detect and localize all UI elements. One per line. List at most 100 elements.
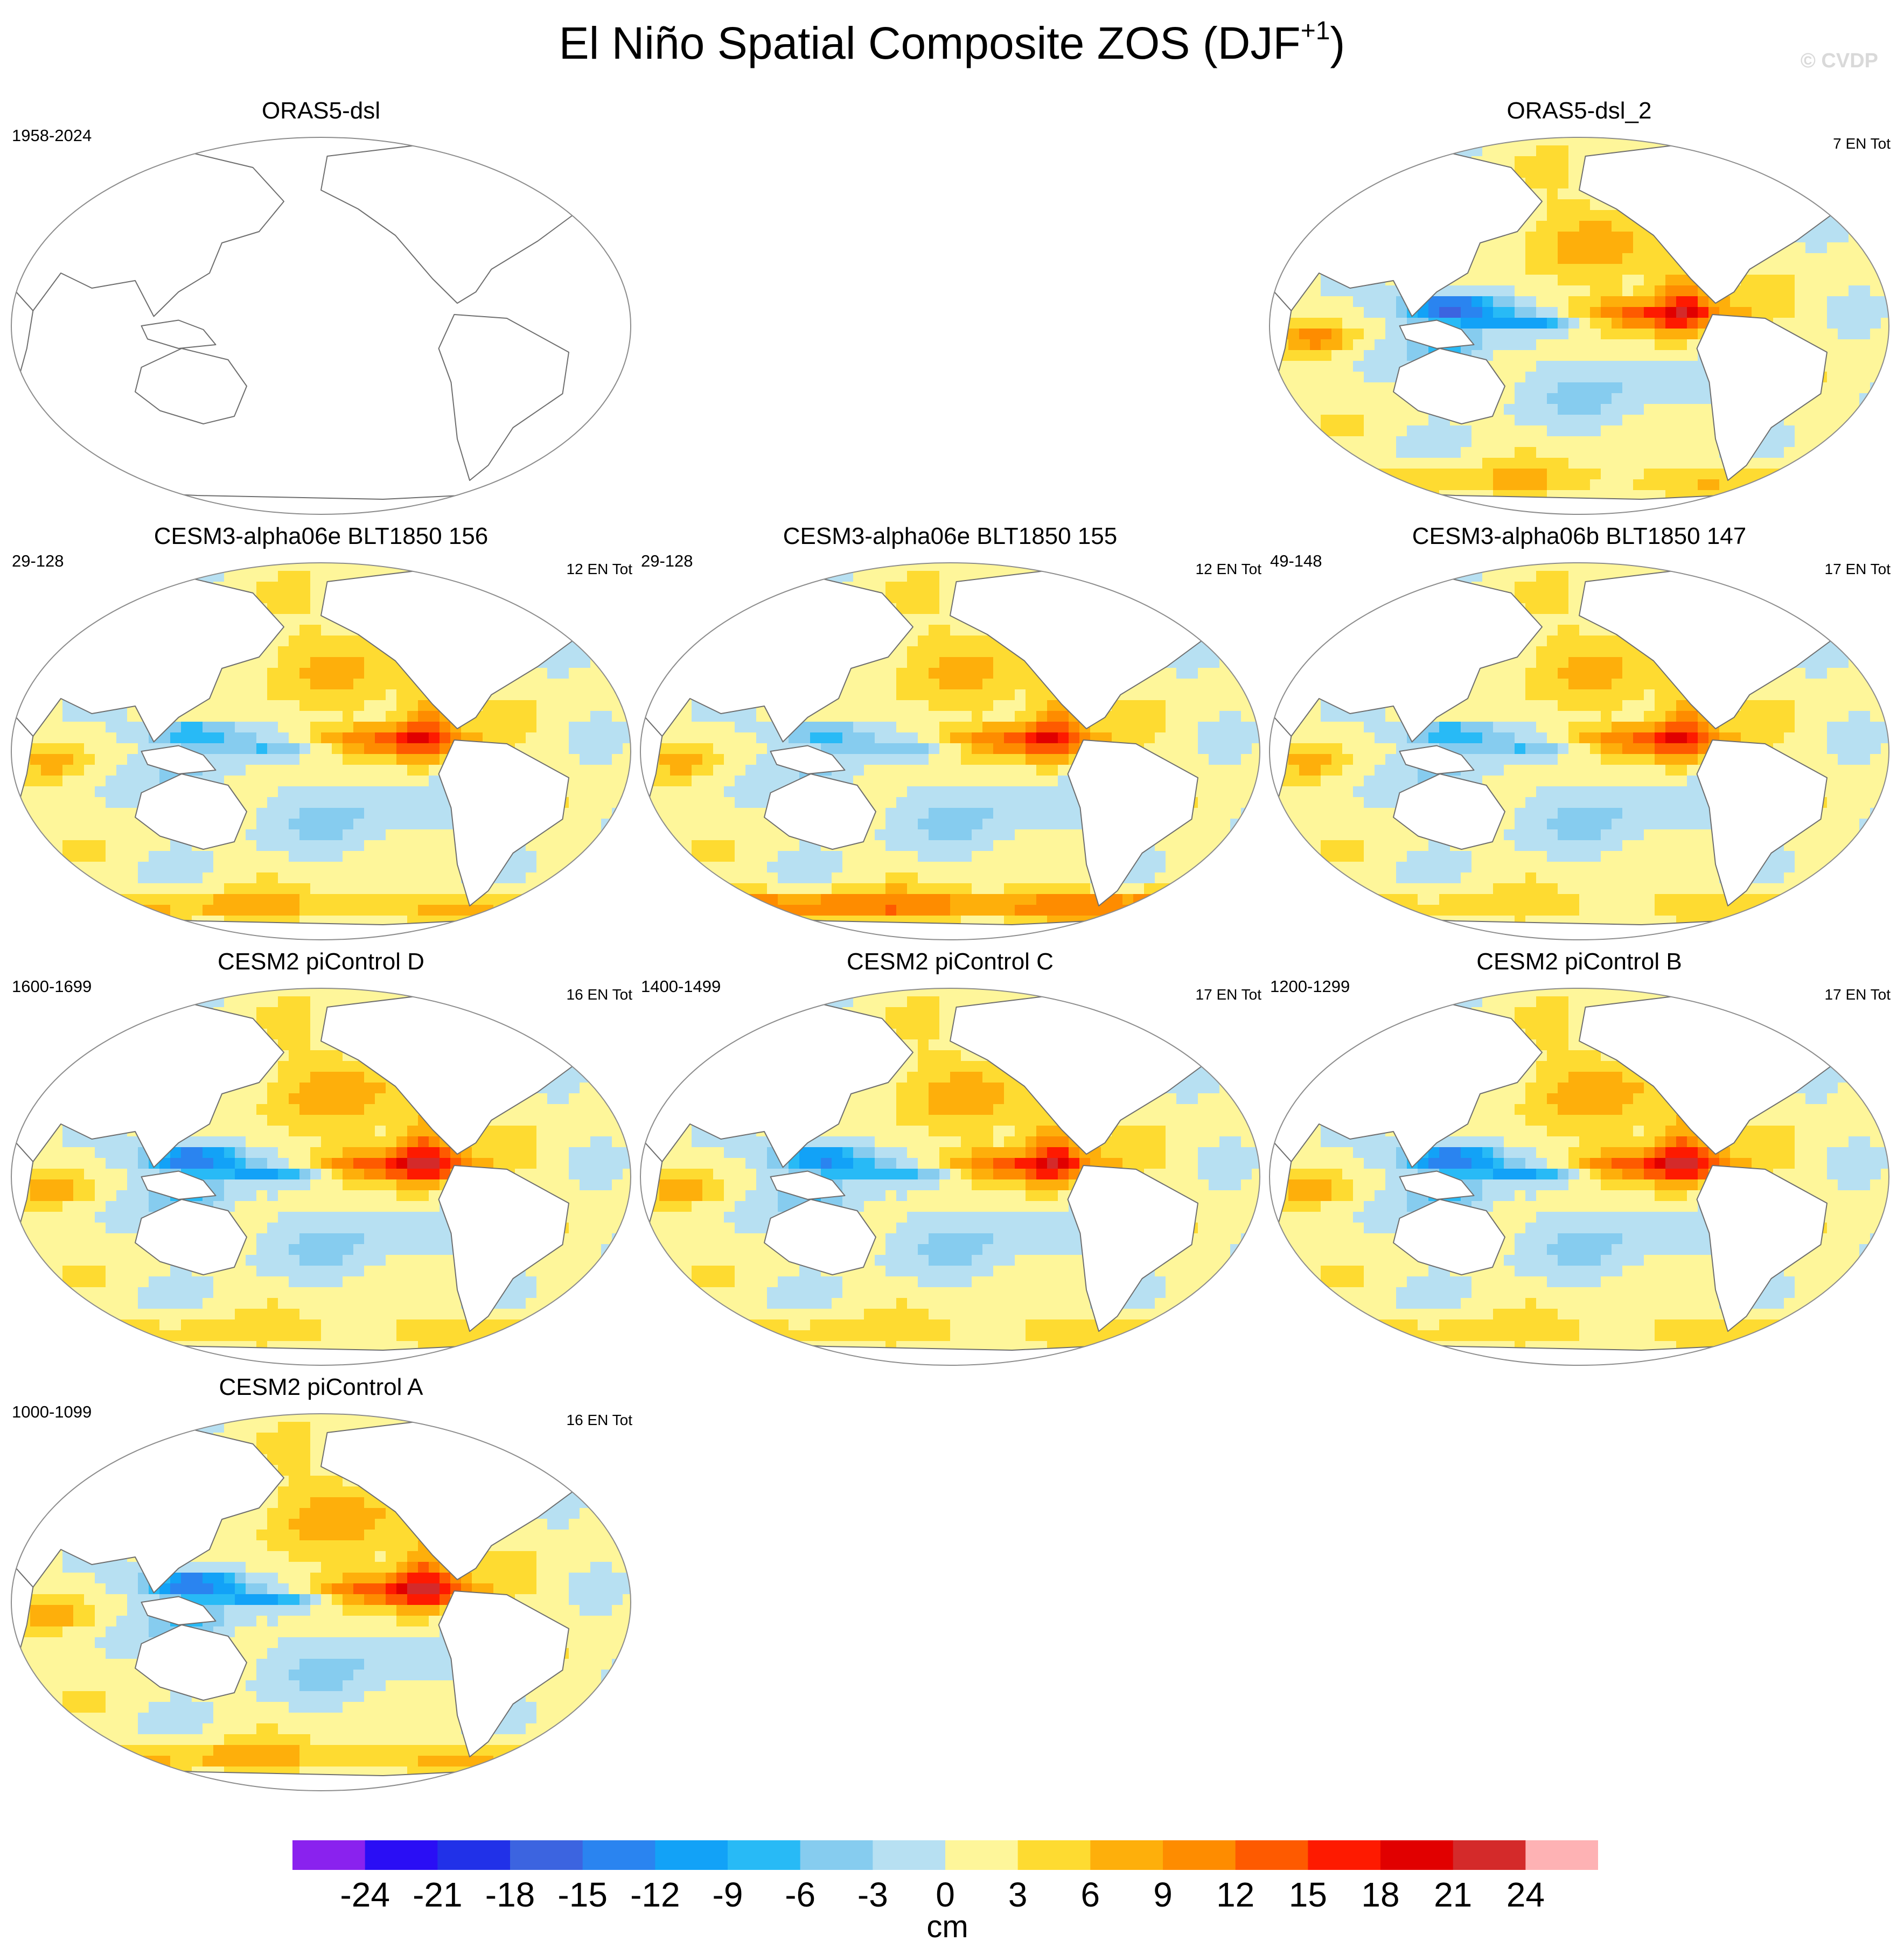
zos-anomaly-cell <box>235 722 246 733</box>
zos-anomaly-cell <box>1590 242 1601 254</box>
zos-anomaly-cell <box>1122 711 1134 722</box>
zos-anomaly-cell <box>62 786 74 798</box>
zos-anomaly-cell <box>929 646 940 658</box>
zos-anomaly-cell <box>1471 458 1483 469</box>
zos-anomaly-cell <box>73 808 85 819</box>
zos-anomaly-cell <box>558 668 569 679</box>
zos-anomaly-cell <box>1015 808 1026 819</box>
zos-anomaly-cell <box>1439 436 1450 448</box>
zos-anomaly-cell <box>1838 382 1849 394</box>
zos-anomaly-cell <box>1558 458 1569 469</box>
zos-anomaly-cell <box>429 732 440 744</box>
zos-anomaly-cell <box>1504 145 1515 157</box>
zos-anomaly-cell <box>1547 372 1558 383</box>
zos-anomaly-cell <box>1622 296 1634 308</box>
zos-anomaly-cell <box>1601 242 1612 254</box>
zos-anomaly-cell <box>515 872 526 884</box>
zos-anomaly-cell <box>1590 469 1601 480</box>
zos-anomaly-cell <box>590 765 602 776</box>
zos-anomaly-cell <box>1209 679 1220 690</box>
zos-anomaly-cell <box>353 797 365 808</box>
zos-anomaly-cell <box>95 851 106 862</box>
zos-anomaly-cell <box>1198 829 1209 841</box>
zos-anomaly-cell <box>1547 242 1558 254</box>
zos-anomaly-cell <box>1047 862 1058 873</box>
zos-anomaly-cell <box>1176 700 1188 711</box>
zos-anomaly-cell <box>213 851 225 862</box>
zos-anomaly-cell <box>1252 689 1260 701</box>
zos-anomaly-cell <box>972 743 983 755</box>
zos-anomaly-cell <box>1036 700 1048 711</box>
zos-anomaly-cell <box>1198 765 1209 776</box>
zos-anomaly-cell <box>692 797 703 808</box>
zos-anomaly-cell <box>1209 646 1220 658</box>
zos-anomaly-cell <box>1015 851 1026 862</box>
zos-anomaly-cell <box>1482 447 1494 458</box>
zos-anomaly-cell <box>224 851 235 862</box>
zos-anomaly-cell <box>1622 479 1634 491</box>
zos-anomaly-cell <box>601 743 612 755</box>
zos-anomaly-cell <box>1655 372 1666 383</box>
zos-anomaly-cell <box>1568 296 1580 308</box>
zos-anomaly-cell <box>1230 808 1242 819</box>
zos-anomaly-cell <box>321 765 332 776</box>
zos-anomaly-cell <box>289 582 300 593</box>
zos-anomaly-cell <box>386 711 397 722</box>
zos-anomaly-cell <box>353 765 365 776</box>
zos-anomaly-cell <box>526 689 537 701</box>
zos-anomaly-cell <box>321 743 332 755</box>
zos-anomaly-cell <box>332 679 343 690</box>
zos-anomaly-cell <box>278 905 289 916</box>
zos-anomaly-cell <box>972 862 983 873</box>
zos-anomaly-cell <box>1504 361 1515 372</box>
zos-anomaly-cell <box>235 754 246 765</box>
zos-anomaly-cell <box>1026 754 1037 765</box>
zos-anomaly-cell <box>256 786 268 798</box>
zos-anomaly-cell <box>73 797 85 808</box>
zos-anomaly-cell <box>1209 797 1220 808</box>
zos-anomaly-cell <box>1461 318 1472 329</box>
zos-anomaly-cell <box>702 819 714 830</box>
zos-anomaly-cell <box>407 894 419 905</box>
zos-anomaly-cell <box>1461 425 1472 437</box>
zos-anomaly-cell <box>62 829 74 841</box>
zos-anomaly-cell <box>885 679 897 690</box>
zos-anomaly-cell <box>386 776 397 787</box>
zos-anomaly-cell <box>875 582 886 593</box>
zos-anomaly-cell <box>601 732 612 744</box>
zos-anomaly-cell <box>192 862 203 873</box>
zos-anomaly-cell <box>1773 275 1784 286</box>
zos-anomaly-cell <box>256 829 268 841</box>
zos-anomaly-cell <box>1385 361 1397 372</box>
zos-anomaly-cell <box>159 872 171 884</box>
zos-anomaly-cell <box>972 819 983 830</box>
zos-anomaly-cell <box>993 754 1005 765</box>
zos-anomaly-cell <box>1385 329 1397 340</box>
zos-anomaly-cell <box>386 563 397 571</box>
zos-anomaly-cell <box>1579 145 1591 157</box>
zos-anomaly-cell <box>1655 275 1666 286</box>
zos-anomaly-cell <box>1047 711 1058 722</box>
zos-anomaly-cell <box>321 883 332 895</box>
zos-anomaly-cell <box>1004 743 1015 755</box>
zos-anomaly-cell <box>1353 447 1364 458</box>
zos-anomaly-cell <box>875 765 886 776</box>
zos-anomaly-cell <box>1471 447 1483 458</box>
zos-anomaly-cell <box>1590 404 1601 415</box>
zos-anomaly-cell <box>84 829 95 841</box>
zos-anomaly-cell <box>1187 668 1198 679</box>
zos-anomaly-cell <box>853 743 864 755</box>
zos-anomaly-cell <box>1122 883 1134 895</box>
zos-anomaly-cell <box>612 689 623 701</box>
zos-anomaly-cell <box>289 797 300 808</box>
zos-anomaly-cell <box>982 563 994 571</box>
zos-anomaly-cell <box>1665 479 1677 491</box>
zos-anomaly-cell <box>84 722 95 733</box>
zos-anomaly-cell <box>547 668 559 679</box>
zos-anomaly-cell <box>853 689 864 701</box>
zos-anomaly-cell <box>1665 436 1677 448</box>
zos-anomaly-cell <box>558 819 569 830</box>
zos-anomaly-cell <box>332 808 343 819</box>
zos-anomaly-cell <box>1471 296 1483 308</box>
zos-anomaly-cell <box>1418 436 1429 448</box>
